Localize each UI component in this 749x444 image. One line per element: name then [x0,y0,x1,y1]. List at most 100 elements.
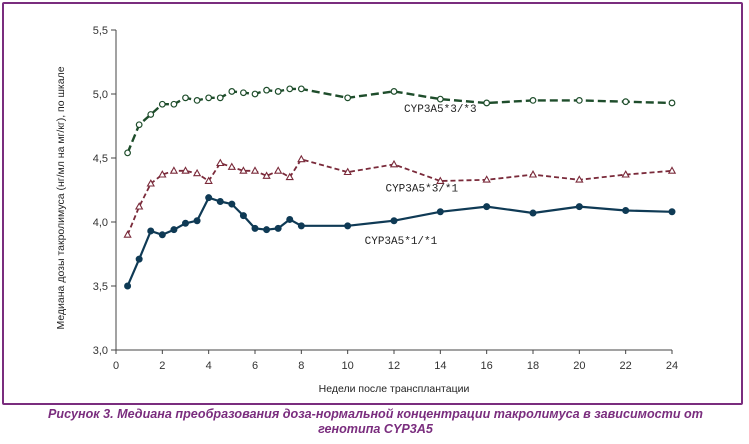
data-point [216,158,225,167]
data-point [483,99,491,107]
data-point [147,227,155,235]
data-point [528,170,538,178]
data-point [135,121,143,129]
data-point [240,89,247,97]
data-point [181,166,190,174]
caption-line-1: Рисунок 3. Медиана преобразования доза-н… [48,407,703,421]
data-point [274,224,282,232]
figure-frame [2,2,743,405]
data-point [158,100,166,108]
data-point [483,203,491,211]
data-point [285,172,294,181]
data-point [344,94,352,102]
data-point [622,98,630,106]
data-point [228,200,236,208]
data-point [216,198,224,206]
data-point [482,175,491,183]
axes [111,29,673,354]
data-point [389,159,399,168]
data-point [147,111,155,118]
y-tick-label: 4,0 [93,217,108,229]
data-point [158,231,166,239]
data-point [436,208,444,216]
series-label-1: CYP3A5*3/*3 [404,104,477,116]
data-point [274,88,282,95]
data-point [251,90,259,98]
data-point [263,86,270,94]
data-point [297,222,305,230]
data-point [123,230,132,238]
data-point [135,255,143,263]
series-label-2: CYP3A5*3/*1 [385,183,458,195]
x-tick-label: 22 [620,360,632,372]
data-point [575,96,583,104]
data-point [390,217,398,225]
data-point [575,175,584,183]
data-point [205,194,213,202]
data-point [216,94,224,102]
data-point [204,176,213,184]
data-point [182,94,189,102]
series-markers [123,85,677,290]
data-point [667,166,677,174]
data-point [239,166,248,174]
x-tick-label: 2 [159,360,165,372]
data-point [239,212,247,220]
caption-line-2: генотипа CYP3A5 [318,422,433,436]
data-point [134,202,144,210]
y-tick-label: 5,5 [93,25,108,37]
x-axis-title: Недели после трансплантации [319,383,470,395]
line-chart: 3,03,54,04,55,05,50 2 4 6 8 10 12 14 16 18 20 22 24 … [55,25,678,395]
data-point [575,203,583,211]
x-tick-label: 6 [252,360,258,372]
data-point [668,208,676,216]
data-point [262,171,271,179]
data-point [250,166,260,174]
data-point [286,215,294,223]
x-tick-label: 16 [481,360,493,372]
series-line-1 [126,87,673,154]
data-point [436,95,444,103]
data-point [621,170,630,178]
data-point [182,219,189,227]
x-tick-label: 24 [666,360,678,372]
data-point [169,166,179,174]
x-tick-label: 10 [342,360,354,372]
data-point [668,99,676,107]
y-tick-label: 5,0 [93,89,108,101]
data-point [158,170,167,178]
data-point [622,206,630,214]
data-point [251,224,259,232]
x-tick-label: 8 [298,360,304,372]
tick-labels: 3,03,54,04,55,05,50 2 4 6 8 10 12 14 16 18 20 22 24 [93,25,678,372]
data-point [297,85,305,93]
data-point [436,176,445,184]
data-point [529,96,537,104]
data-point [263,226,271,234]
data-point [343,167,352,176]
series-label-3: CYP3A5*1/*1 [365,236,438,248]
data-point [297,154,306,163]
data-point [529,209,537,217]
data-point [273,166,283,174]
data-point [193,217,201,225]
series-labels: CYP3A5*3/*3 CYP3A5*3/*1 CYP3A5*1/*1 [365,104,477,248]
x-tick-label: 4 [206,360,212,372]
data-point [124,149,131,157]
data-point [344,222,352,230]
data-point [286,85,294,93]
data-point [228,88,236,95]
data-point [193,96,201,104]
x-tick-label: 12 [388,360,400,372]
data-point [205,94,213,102]
x-tick-label: 0 [113,360,119,372]
y-tick-label: 3,0 [93,345,108,357]
data-point [390,88,398,95]
y-axis-title: Медиана дозы такролимуса (нг/мл на мг/кг… [55,66,67,329]
data-point [146,179,155,187]
x-tick-label: 20 [573,360,585,372]
data-point [124,282,132,290]
figure-caption: Рисунок 3. Медиана преобразования доза-н… [8,407,743,437]
data-point [192,168,202,177]
data-point [170,100,178,108]
